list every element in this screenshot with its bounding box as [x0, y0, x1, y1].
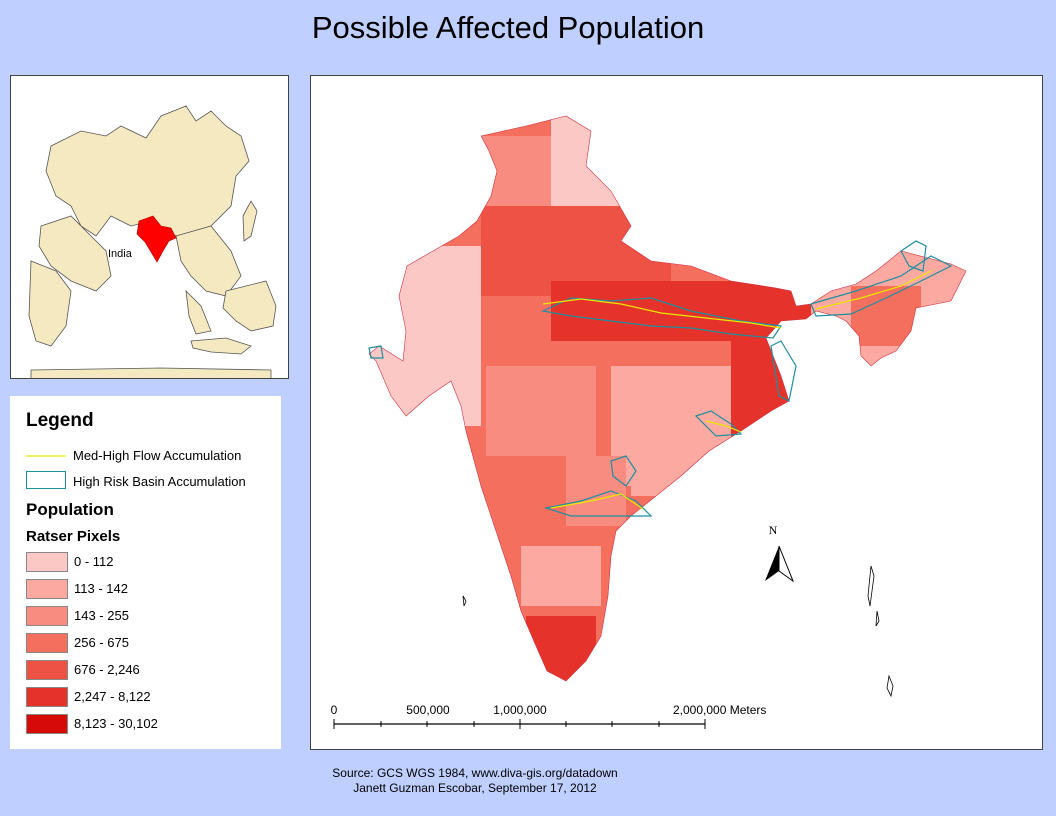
overview-india-label: India — [108, 248, 133, 260]
basin-outlines — [368, 240, 953, 517]
legend-class-swatch — [26, 579, 68, 599]
scale-bar: 0 500,000 1,000,000 2,000,000 Meters — [331, 703, 766, 729]
overview-land-australia — [222, 280, 277, 332]
legend-class-swatch — [26, 606, 68, 626]
legend-class-swatch — [26, 714, 68, 734]
flow-line-swatch — [26, 455, 66, 457]
overview-land-europe — [45, 105, 250, 257]
overview-map-svg: India — [28, 105, 277, 378]
source-line-1: Source: GCS WGS 1984, www.diva-gis.org/d… — [332, 766, 618, 780]
main-map: N 0 500,000 1,000,000 2,000,000 Meters — [310, 75, 1043, 750]
main-map-svg: N 0 500,000 1,000,000 2,000,000 Meters — [331, 115, 967, 729]
legend-subtitle: Ratser Pixels — [26, 528, 121, 545]
source-line-2: Janett Guzman Escobar, September 17, 201… — [353, 781, 597, 795]
legend-class-label: 0 - 112 — [74, 554, 114, 569]
legend-class-swatch — [26, 552, 68, 572]
scale-label-500000: 500,000 — [406, 703, 450, 717]
north-arrow: N — [765, 523, 795, 583]
legend-class-label: 2,247 - 8,122 — [74, 689, 151, 704]
flow-lines — [542, 270, 932, 510]
legend-class-swatch — [26, 633, 68, 653]
source-credit: Source: GCS WGS 1984, www.diva-gis.org/d… — [300, 766, 650, 796]
overview-land-indonesia — [190, 337, 252, 355]
overview-land-antarctica — [30, 367, 272, 378]
andaman-islands — [462, 565, 894, 698]
overview-land-africa — [28, 260, 72, 347]
legend-class-label: 256 - 675 — [74, 635, 129, 650]
legend-basin-label: High Risk Basin Accumulation — [73, 474, 246, 489]
legend-class-label: 8,123 - 30,102 — [74, 716, 158, 731]
overview-land-japan — [242, 200, 258, 242]
legend-panel: Legend Med-High Flow Accumulation High R… — [10, 396, 281, 749]
legend-class-swatch — [26, 660, 68, 680]
overview-map: India — [10, 75, 289, 379]
overview-india-highlight — [136, 215, 177, 263]
legend-title: Legend — [26, 410, 94, 431]
overview-land-se-asia — [185, 289, 212, 335]
overview-land-middle-east — [38, 215, 112, 292]
legend-population-title: Population — [26, 500, 114, 519]
legend-class-label: 113 - 142 — [74, 581, 128, 596]
overview-land-east-asia — [175, 225, 242, 297]
scale-label-1000000: 1,000,000 — [493, 703, 547, 717]
legend-class-label: 676 - 2,246 — [74, 662, 140, 677]
population-raster — [369, 116, 966, 681]
legend-flow-label: Med-High Flow Accumulation — [73, 448, 242, 463]
north-label: N — [769, 523, 778, 537]
scale-label-0: 0 — [331, 703, 338, 717]
scale-label-2000000: 2,000,000 Meters — [673, 703, 766, 717]
legend-class-label: 143 - 255 — [74, 608, 129, 623]
legend-class-swatch — [26, 687, 68, 707]
basin-swatch — [26, 471, 66, 489]
map-title: Possible Affected Population — [311, 10, 705, 45]
